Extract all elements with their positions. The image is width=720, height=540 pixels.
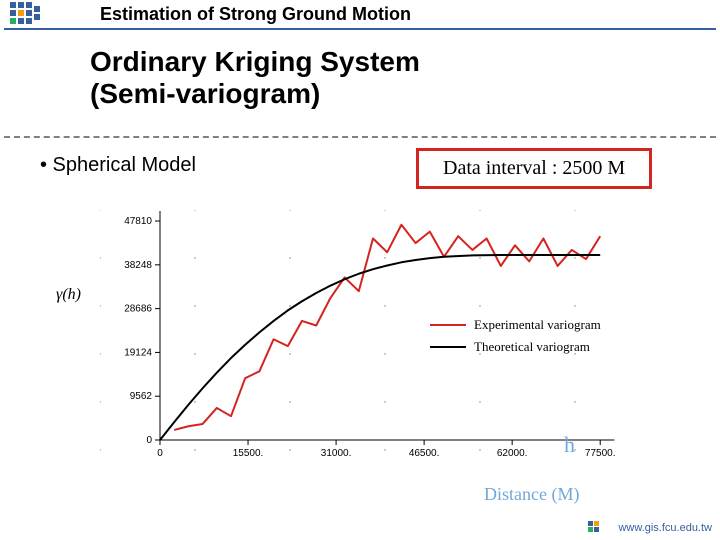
h-axis-mark: h <box>564 432 575 458</box>
svg-text:15500.: 15500. <box>233 448 264 459</box>
footer-url: www.gis.fcu.edu.tw <box>618 522 712 534</box>
svg-text:Experimental variogram: Experimental variogram <box>474 317 601 332</box>
x-axis-label: Distance (M) <box>484 484 579 505</box>
header: Estimation of Strong Ground Motion <box>0 0 720 28</box>
svg-text:47810: 47810 <box>124 216 152 227</box>
svg-text:28686: 28686 <box>124 304 152 315</box>
dashed-divider <box>4 136 716 138</box>
page-title: Ordinary Kriging System (Semi-variogram) <box>90 46 420 110</box>
svg-text:0: 0 <box>146 435 152 446</box>
title-line-1: Ordinary Kriging System <box>90 46 420 77</box>
svg-text:77500.: 77500. <box>585 448 616 459</box>
gamma-symbol: γ <box>56 286 62 303</box>
header-title: Estimation of Strong Ground Motion <box>100 4 411 25</box>
slide: Estimation of Strong Ground Motion Ordin… <box>0 0 720 540</box>
svg-text:9562: 9562 <box>130 391 153 402</box>
header-divider <box>4 28 716 30</box>
y-axis-label: γ(h) <box>56 286 81 304</box>
title-line-2: (Semi-variogram) <box>90 78 320 109</box>
svg-text:Theoretical variogram: Theoretical variogram <box>474 339 590 354</box>
svg-text:46500.: 46500. <box>409 448 440 459</box>
footer-logo-icon <box>586 519 604 537</box>
svg-text:19124: 19124 <box>124 347 152 358</box>
svg-text:38248: 38248 <box>124 260 152 271</box>
svg-text:62000.: 62000. <box>497 448 528 459</box>
bullet-spherical-model: • Spherical Model <box>40 154 196 177</box>
svg-text:31000.: 31000. <box>321 448 352 459</box>
variogram-chart: 0 15500. 31000. 46500. 62000. 77500. 0 9562 1912… <box>100 210 660 470</box>
svg-text:0: 0 <box>157 448 163 459</box>
data-interval-badge: Data interval : 2500 M <box>416 148 652 189</box>
